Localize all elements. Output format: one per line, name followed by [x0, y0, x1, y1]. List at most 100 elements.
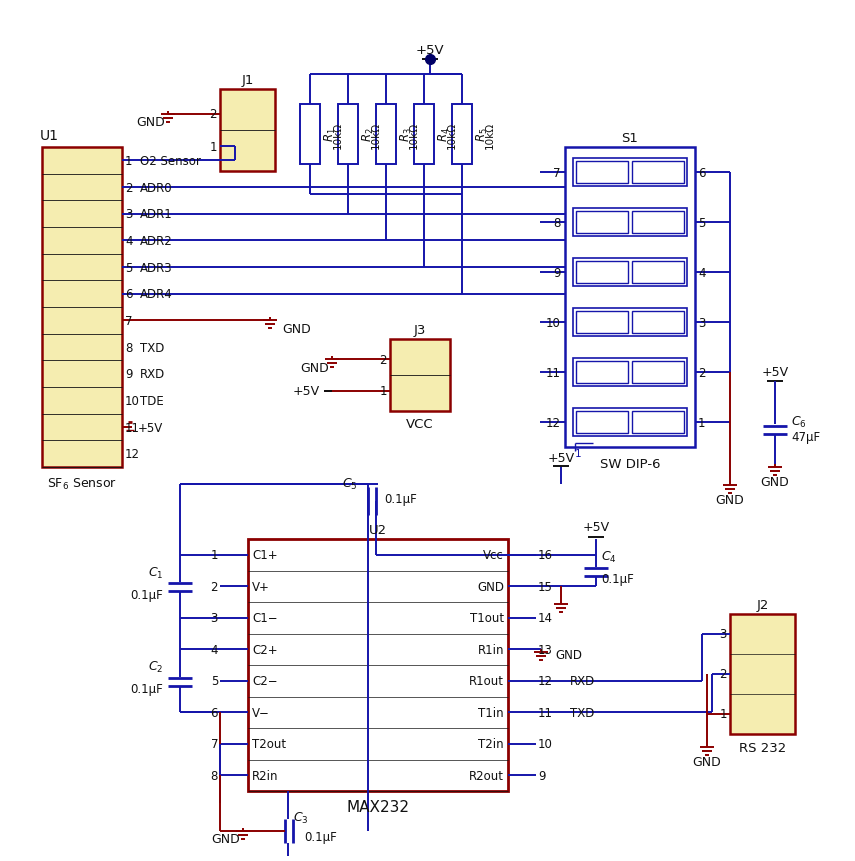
Bar [414, 105, 434, 164]
Text: $C_3$: $C_3$ [293, 809, 309, 825]
Text: 1: 1 [698, 416, 705, 429]
Text: $C_2$: $C_2$ [148, 660, 163, 674]
Text: GND: GND [716, 494, 745, 507]
Text: $R_1$: $R_1$ [323, 127, 338, 142]
Text: MAX232: MAX232 [346, 800, 410, 815]
Text: 2: 2 [209, 108, 217, 121]
Text: +5V: +5V [547, 452, 575, 465]
Text: GND: GND [211, 833, 240, 846]
Text: 10kΩ: 10kΩ [371, 121, 381, 148]
Text: TXD: TXD [570, 706, 594, 719]
Text: 7: 7 [125, 314, 133, 327]
Text: $R_4$: $R_4$ [437, 127, 452, 142]
Text: 9: 9 [553, 266, 561, 279]
Text: 2: 2 [380, 353, 387, 366]
Text: 8: 8 [210, 769, 218, 782]
Text: 7: 7 [553, 166, 561, 179]
Text: 1: 1 [209, 140, 217, 154]
Text: ADR1: ADR1 [140, 208, 173, 221]
Text: 2: 2 [720, 668, 727, 681]
Text: S1: S1 [622, 132, 639, 145]
Text: VCC: VCC [406, 417, 433, 430]
Bar [565, 148, 695, 448]
Text: 11: 11 [546, 366, 561, 379]
Bar [576, 262, 628, 283]
Bar [632, 162, 684, 183]
Text: 8: 8 [125, 341, 133, 354]
Bar [248, 539, 508, 791]
Text: 0.1μF: 0.1μF [601, 573, 634, 585]
Text: GND: GND [761, 476, 789, 489]
Text: 10: 10 [546, 316, 561, 329]
Bar [338, 105, 358, 164]
Bar [632, 362, 684, 383]
Text: $C_1$: $C_1$ [148, 565, 163, 580]
Text: T2in: T2in [479, 737, 504, 751]
Text: 6: 6 [125, 288, 133, 300]
Text: 2: 2 [125, 182, 133, 195]
Bar [42, 148, 122, 468]
Text: R1in: R1in [477, 643, 504, 656]
Bar [573, 208, 687, 237]
Bar [220, 90, 275, 172]
Text: 9: 9 [125, 368, 133, 381]
Text: 1: 1 [125, 155, 133, 168]
Text: 10: 10 [538, 737, 553, 751]
Bar [576, 212, 628, 233]
Text: 4: 4 [210, 643, 218, 656]
Bar [576, 412, 628, 433]
Bar [730, 614, 795, 734]
Text: 0.1μF: 0.1μF [130, 588, 163, 601]
Text: J3: J3 [414, 323, 426, 336]
Text: 0.1μF: 0.1μF [384, 493, 416, 506]
Text: 13: 13 [538, 643, 553, 656]
Text: $R_5$: $R_5$ [475, 127, 490, 142]
Text: 1: 1 [210, 548, 218, 561]
Text: 15: 15 [538, 580, 553, 593]
Text: GND: GND [693, 756, 722, 769]
Text: 3: 3 [125, 208, 133, 221]
Text: +5V: +5V [416, 43, 445, 57]
Bar [576, 162, 628, 183]
Text: $C_5$: $C_5$ [343, 476, 358, 491]
Text: C2+: C2+ [252, 643, 278, 656]
Text: SF$_6$ Sensor: SF$_6$ Sensor [47, 476, 117, 491]
Bar [632, 212, 684, 233]
Bar [376, 105, 396, 164]
Text: 12: 12 [125, 448, 140, 461]
Text: 10kΩ: 10kΩ [409, 121, 419, 148]
Bar [390, 339, 450, 412]
Bar [573, 408, 687, 437]
Text: U1: U1 [40, 129, 59, 143]
Text: T1in: T1in [479, 706, 504, 719]
Text: ADR4: ADR4 [140, 288, 173, 300]
Text: J1: J1 [241, 73, 254, 86]
Text: 3: 3 [720, 628, 727, 641]
Text: $C_6$: $C_6$ [791, 414, 807, 429]
Text: 14: 14 [538, 611, 553, 624]
Text: ADR3: ADR3 [140, 261, 173, 274]
Text: 10kΩ: 10kΩ [447, 121, 457, 148]
Text: GND: GND [136, 116, 165, 129]
Bar [573, 158, 687, 187]
Text: 0.1μF: 0.1μF [130, 683, 163, 696]
Text: ADR2: ADR2 [140, 234, 173, 248]
Text: 4: 4 [125, 234, 133, 248]
Text: R1out: R1out [469, 674, 504, 687]
Text: 0.1μF: 0.1μF [304, 831, 337, 844]
Text: 5: 5 [125, 261, 133, 274]
Text: 11: 11 [125, 421, 140, 434]
Text: +5V: +5V [138, 421, 163, 434]
Text: TXD: TXD [140, 341, 164, 354]
Text: 1: 1 [720, 708, 727, 721]
Text: ADR0: ADR0 [140, 182, 173, 195]
Text: R2out: R2out [469, 769, 504, 782]
Text: C1+: C1+ [252, 548, 278, 561]
Text: C1−: C1− [252, 611, 278, 624]
Text: 1: 1 [380, 385, 387, 398]
Text: 5: 5 [210, 674, 218, 687]
Text: 2: 2 [210, 580, 218, 593]
Text: GND: GND [477, 580, 504, 593]
Text: 12: 12 [538, 674, 553, 687]
Text: GND: GND [282, 323, 310, 336]
